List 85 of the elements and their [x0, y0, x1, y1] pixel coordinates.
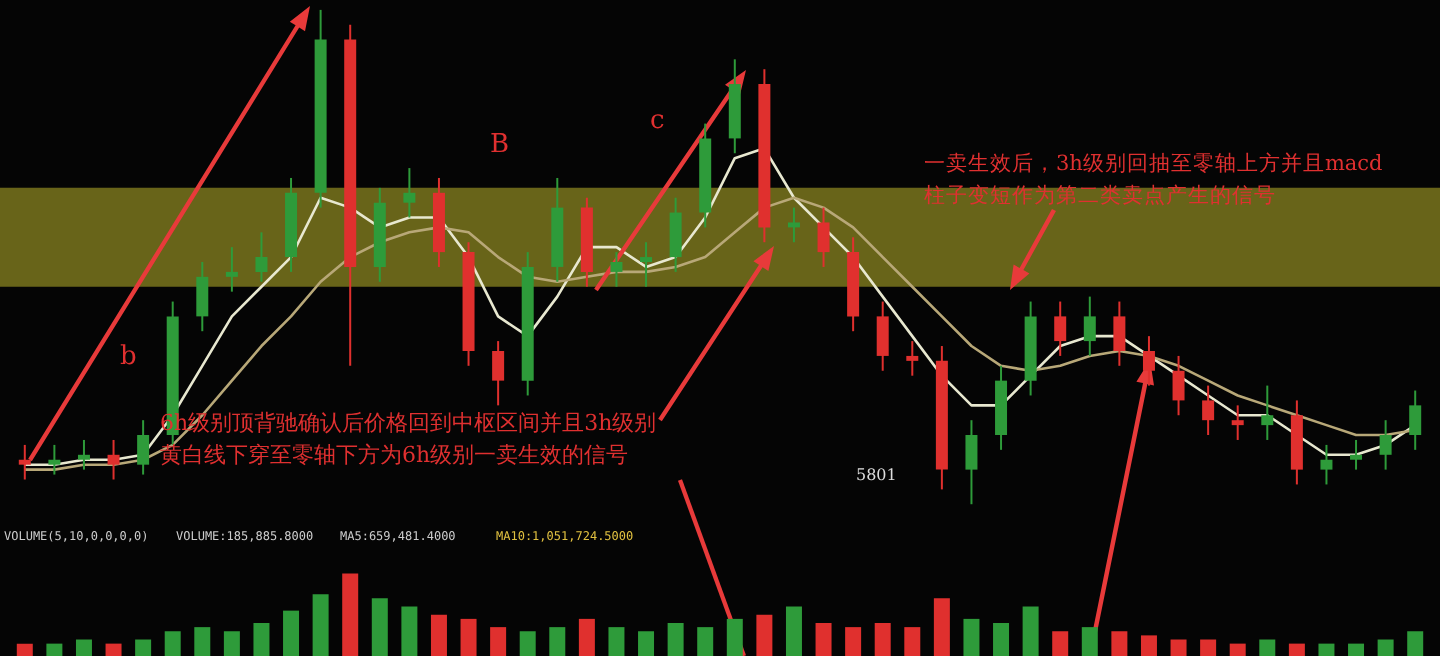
bar [1288, 643, 1305, 656]
candlestick [1379, 419, 1392, 471]
bar [253, 623, 270, 656]
bar [1170, 639, 1187, 656]
bar [667, 623, 684, 656]
bar [933, 598, 950, 656]
bar [726, 618, 743, 656]
bar [194, 627, 211, 656]
candlestick [787, 206, 800, 244]
candlestick [640, 241, 653, 288]
candlestick [1202, 384, 1215, 437]
bar [75, 639, 92, 656]
bar [815, 623, 832, 656]
bar [490, 627, 507, 656]
candlestick [876, 300, 889, 372]
candlestick [77, 438, 90, 471]
candlestick [817, 206, 830, 268]
bar [697, 627, 714, 656]
bar [371, 598, 388, 656]
candlestick [1409, 389, 1422, 451]
bar [1229, 643, 1246, 656]
bar [1111, 631, 1128, 656]
bar [223, 631, 240, 656]
bar [1200, 639, 1217, 656]
candlestick [1350, 438, 1363, 471]
bar [135, 639, 152, 656]
bar [608, 627, 625, 656]
bar [785, 606, 802, 656]
annotation: b [120, 342, 137, 372]
bar [105, 643, 122, 656]
candlestick [1231, 404, 1244, 441]
annotation: B [490, 130, 510, 160]
bar [549, 627, 566, 656]
candlestick [1261, 384, 1274, 441]
candlestick [137, 419, 150, 476]
candlestick [965, 419, 978, 506]
bar [46, 643, 63, 656]
bar [963, 618, 980, 656]
bar [460, 618, 477, 656]
bar [519, 631, 536, 656]
candlestick [906, 340, 919, 377]
candlestick [225, 246, 238, 293]
candlestick [196, 261, 209, 333]
bar [638, 631, 655, 656]
annotation: 一卖生效后，3h级别回抽至零轴上方并且macd [924, 150, 1384, 176]
bar [342, 573, 359, 656]
bar [1318, 643, 1335, 656]
annotation: c [650, 106, 665, 136]
bar [312, 594, 329, 656]
candlestick [1172, 354, 1185, 417]
bar [1377, 639, 1394, 656]
annotation: 黄白线下穿至零轴下方为6h级别一卖生效的信号 [160, 442, 629, 468]
candlestick [492, 340, 505, 407]
bar [1259, 639, 1276, 656]
candlestick [1320, 443, 1333, 486]
candlestick [1054, 300, 1067, 357]
bar [578, 618, 595, 656]
annotation: 柱子变短作为第二类卖点产生的信号 [924, 182, 1276, 208]
bar [845, 627, 862, 656]
bar [430, 614, 447, 656]
candlestick [18, 443, 31, 481]
bar [16, 643, 33, 656]
candlestick [610, 251, 623, 288]
bar [283, 610, 300, 656]
bar [1081, 627, 1098, 656]
candlestick [255, 231, 268, 283]
bar [1348, 643, 1365, 656]
bar [874, 623, 891, 656]
candlestick [48, 443, 61, 476]
bar [1022, 606, 1039, 656]
bar [164, 631, 181, 656]
candlestick [669, 196, 682, 273]
candlestick [1083, 295, 1096, 357]
annotation: 5801 [856, 466, 897, 484]
bar [904, 627, 921, 656]
bar [1140, 635, 1157, 656]
bar [401, 606, 418, 656]
candlestick [403, 167, 416, 219]
bar [1052, 631, 1069, 656]
bar [756, 614, 773, 656]
candlestick [1142, 335, 1155, 387]
bar [1407, 631, 1424, 656]
candlestick [107, 438, 120, 481]
candlestick [1113, 300, 1126, 367]
bar [993, 623, 1010, 656]
